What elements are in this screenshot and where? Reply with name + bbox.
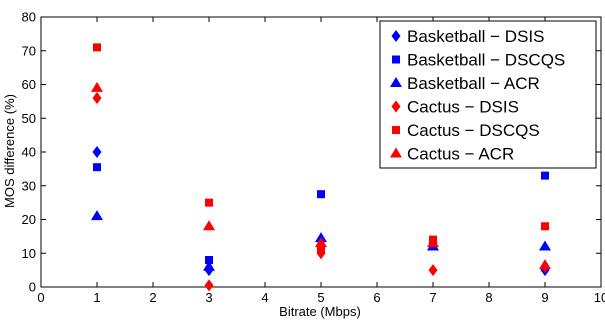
x-tick-label: 3: [205, 290, 212, 305]
square-point: [317, 245, 325, 254]
diamond-point: [92, 92, 102, 104]
x-tick-label: 6: [373, 290, 380, 305]
triangle-point: [203, 220, 215, 231]
y-tick-label: 20: [22, 212, 36, 227]
triangle-point: [539, 259, 551, 270]
x-tick-label: 9: [541, 290, 548, 305]
legend-entry-label: Basketball − ACR: [407, 74, 540, 93]
triangle-point: [91, 81, 103, 92]
x-tick-label: 0: [37, 290, 44, 305]
legend-diamond-marker: [391, 100, 401, 113]
x-axis: 0 1 2 3 4 5 6 7 8 9 10: [37, 17, 605, 305]
square-point: [317, 190, 325, 199]
x-tick-label: 1: [93, 290, 100, 305]
series-5: [91, 81, 551, 270]
x-tick-label: 4: [261, 290, 268, 305]
y-tick-label: 60: [22, 77, 36, 92]
square-point: [541, 222, 549, 231]
y-tick-label: 30: [22, 178, 36, 193]
legend-triangle-marker: [390, 77, 402, 87]
triangle-point: [427, 237, 439, 248]
y-tick-label: 70: [22, 43, 36, 58]
legend-box: [379, 20, 597, 169]
y-tick-label: 0: [29, 280, 36, 295]
x-tick-label: 10: [594, 290, 605, 305]
square-point: [541, 171, 549, 180]
legend-diamond-marker: [391, 30, 401, 42]
triangle-point: [315, 232, 327, 243]
y-tick-label: 80: [22, 10, 36, 25]
square-point: [205, 198, 213, 207]
diamond-point: [92, 146, 102, 158]
diamond-point: [428, 264, 438, 277]
x-tick-label: 2: [149, 290, 156, 305]
triangle-point: [315, 237, 327, 248]
triangle-point: [203, 260, 215, 271]
x-axis-label: Bitrate (Mbps): [279, 304, 361, 319]
legend-triangle-marker: [390, 147, 402, 158]
triangle-point: [91, 210, 103, 221]
square-point: [205, 256, 213, 264]
y-axis-label: MOS difference (%): [2, 94, 17, 208]
legend-entry-label: Basketball − DSIS: [407, 27, 545, 46]
legend-entry-label: Cactus − ACR: [407, 145, 514, 164]
y-axis: 0 10 20 30 40 50 60 70 80: [22, 10, 601, 295]
legend-entry-label: Cactus − DSCQS: [407, 121, 540, 140]
legend: Basketball − DSIS Basketball − DSCQS Baske…: [379, 20, 597, 169]
y-tick-label: 40: [22, 145, 36, 160]
x-tick-label: 7: [429, 290, 436, 305]
y-tick-label: 50: [22, 111, 36, 126]
x-tick-label: 5: [317, 290, 324, 305]
y-tick-label: 10: [22, 246, 36, 261]
square-point: [93, 43, 101, 52]
triangle-point: [539, 240, 551, 251]
diamond-point: [204, 279, 214, 292]
data-points: [91, 43, 551, 292]
legend-square-marker: [392, 55, 400, 64]
x-tick-label: 8: [485, 290, 492, 305]
square-point: [93, 163, 101, 172]
series-2: [91, 210, 551, 271]
legend-square-marker: [392, 126, 400, 134]
legend-entry-label: Basketball − DSCQS: [407, 51, 565, 70]
legend-entry-label: Cactus − DSIS: [407, 98, 519, 117]
